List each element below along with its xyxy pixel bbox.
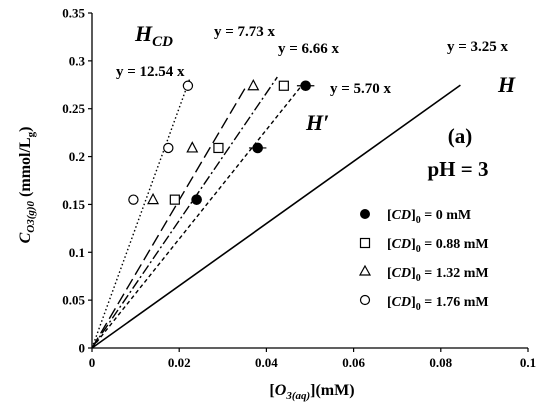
y-tick-label: 0.1 (69, 245, 85, 260)
curve-label-H: H (497, 72, 516, 97)
ph-label: pH = 3 (428, 157, 489, 181)
data-points (128, 78, 315, 205)
legend-marker-circle-open (359, 294, 371, 306)
legend-marker-square-open (359, 237, 371, 249)
legend-entry-1: [CD]0 = 0.88 mM (387, 237, 489, 255)
point-cd-0 (252, 142, 263, 154)
equation-label: y = 12.54 x (116, 64, 185, 80)
fit-line-dashed-short (91, 82, 305, 349)
x-tick-label: 0.02 (168, 355, 191, 370)
equation-label: y = 6.66 x (278, 41, 340, 57)
y-tick-label: 0.05 (62, 293, 85, 308)
point-cd-0 (191, 194, 202, 205)
x-tick-label: 0.06 (342, 355, 365, 370)
axes (88, 12, 529, 352)
y-tick-label: 0.25 (62, 101, 85, 116)
point-cd-0 (300, 80, 311, 92)
x-axis-label: [O3(aq)](mM) (269, 382, 354, 402)
point-cd-0-88 (169, 194, 180, 205)
curve-label-Hprime: H′ (305, 110, 329, 135)
y-tick-label: 0 (79, 341, 86, 356)
y-tick-label: 0.3 (69, 53, 86, 68)
fit-line-dash-dot (91, 76, 278, 349)
legend-entry-2: [CD]0 = 1.32 mM (387, 266, 489, 284)
x-tick-label: 0.04 (255, 355, 278, 370)
equation-label: y = 3.25 x (447, 39, 509, 55)
legend-marker-circle-filled (360, 209, 370, 219)
fit-line-solid (91, 84, 461, 349)
point-cd-1-32 (186, 141, 199, 153)
legend-entry-3: [CD]0 = 1.76 mM (387, 295, 489, 313)
panel-label: (a) (448, 124, 473, 148)
x-tick-label: 0.08 (429, 355, 452, 370)
x-tick-label: 0 (89, 355, 96, 370)
point-cd-1-76 (182, 80, 194, 91)
fit-lines (91, 76, 461, 349)
tick-labels: 0 0.02 0.04 0.06 0.08 0.1 0 0.05 0.1 0.15 0.2 0.25 0… (62, 6, 536, 371)
curve-label-HCD: HCD (134, 21, 173, 50)
point-cd-0-88 (213, 142, 224, 154)
point-cd-0-88 (278, 80, 289, 91)
y-tick-label: 0.2 (69, 149, 85, 164)
y-tick-label: 0.15 (62, 197, 85, 212)
legend: [CD]0 = 0 mM [CD]0 = 0.88 mM [CD]0 = 1.3… (358, 208, 489, 313)
y-tick-label: 0.35 (62, 6, 85, 21)
point-cd-1-76 (163, 142, 174, 154)
x-tick-label: 0.1 (520, 355, 536, 370)
point-cd-1-32 (247, 78, 260, 91)
equation-labels: y = 3.25 x y = 5.70 x y = 6.66 xy = 7.73 x… (116, 24, 509, 97)
equation-label: y = 7.73 x (214, 24, 276, 40)
equation-label: y = 5.70 x (330, 81, 392, 97)
legend-entry-0: [CD]0 = 0 mM (387, 208, 471, 226)
point-cd-1-32 (147, 192, 160, 205)
legend-marker-triangle-open (358, 264, 372, 276)
point-cd-1-76 (128, 194, 139, 205)
y-axis-label: CO3(g)0 (mmol/Lg) (17, 127, 37, 244)
